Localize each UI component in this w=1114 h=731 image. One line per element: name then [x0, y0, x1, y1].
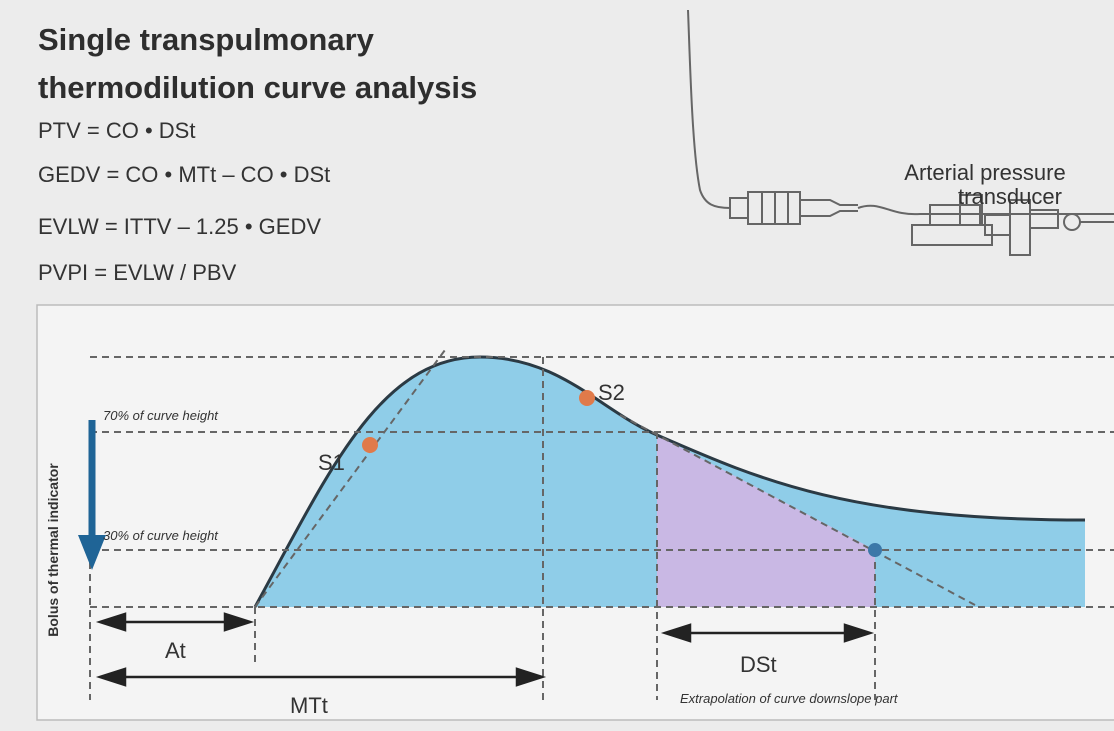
- interval-label: MTt: [290, 693, 328, 718]
- interval-arrows: [95, 612, 875, 687]
- point-extrapolation: [868, 543, 882, 557]
- transducer-drawing: [687, 9, 1114, 256]
- tangent: [254, 349, 446, 608]
- formula: PVPI = EVLW / PBV: [38, 260, 237, 285]
- title-line: thermodilution curve analysis: [38, 70, 477, 105]
- level-label: 30% of curve height: [103, 528, 219, 543]
- transducer-label: transducer: [958, 184, 1062, 209]
- formula: GEDV = CO • MTt – CO • DSt: [38, 162, 330, 187]
- level-label: 70% of curve height: [103, 408, 219, 423]
- point-label: S2: [598, 380, 625, 405]
- point-s2: [579, 390, 595, 406]
- title-line: Single transpulmonary: [38, 22, 375, 57]
- downslope-area: [657, 435, 875, 607]
- down-arrow-head: [78, 535, 106, 570]
- point-label: S1: [318, 450, 345, 475]
- note: Extrapolation of curve downslope part: [680, 691, 899, 706]
- transducer-label: Arterial pressure: [904, 160, 1065, 185]
- guide-lines: [89, 356, 1114, 700]
- interval-label: At: [165, 638, 186, 663]
- formula: EVLW = ITTV – 1.25 • GEDV: [38, 214, 321, 239]
- interval-label: DSt: [740, 652, 777, 677]
- y-axis-label: Bolus of thermal indicator: [45, 463, 61, 637]
- point-s1: [362, 437, 378, 453]
- formula: PTV = CO • DSt: [38, 118, 195, 143]
